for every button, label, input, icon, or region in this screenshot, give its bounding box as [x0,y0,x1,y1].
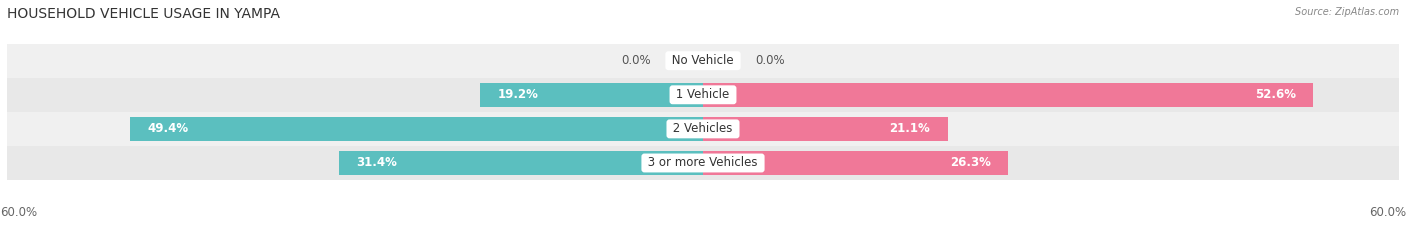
Text: 1 Vehicle: 1 Vehicle [672,88,734,101]
Bar [703,82,1313,107]
Text: Source: ZipAtlas.com: Source: ZipAtlas.com [1295,7,1399,17]
Bar [7,78,1399,112]
Text: 31.4%: 31.4% [356,157,396,169]
Text: 60.0%: 60.0% [1369,206,1406,219]
Text: 60.0%: 60.0% [0,206,37,219]
Text: 52.6%: 52.6% [1254,88,1296,101]
Text: 19.2%: 19.2% [498,88,538,101]
Text: 3 or more Vehicles: 3 or more Vehicles [644,157,762,169]
Text: 0.0%: 0.0% [755,54,785,67]
Bar [481,82,703,107]
Text: No Vehicle: No Vehicle [668,54,738,67]
Bar [129,116,703,141]
Bar [703,151,1008,175]
Text: 26.3%: 26.3% [950,157,991,169]
Text: 2 Vehicles: 2 Vehicles [669,122,737,135]
Bar [7,146,1399,180]
Bar [339,151,703,175]
Text: HOUSEHOLD VEHICLE USAGE IN YAMPA: HOUSEHOLD VEHICLE USAGE IN YAMPA [7,7,280,21]
Text: 21.1%: 21.1% [890,122,931,135]
Bar [7,112,1399,146]
Text: 0.0%: 0.0% [621,54,651,67]
Bar [7,44,1399,78]
Bar [703,116,948,141]
Text: 49.4%: 49.4% [148,122,188,135]
